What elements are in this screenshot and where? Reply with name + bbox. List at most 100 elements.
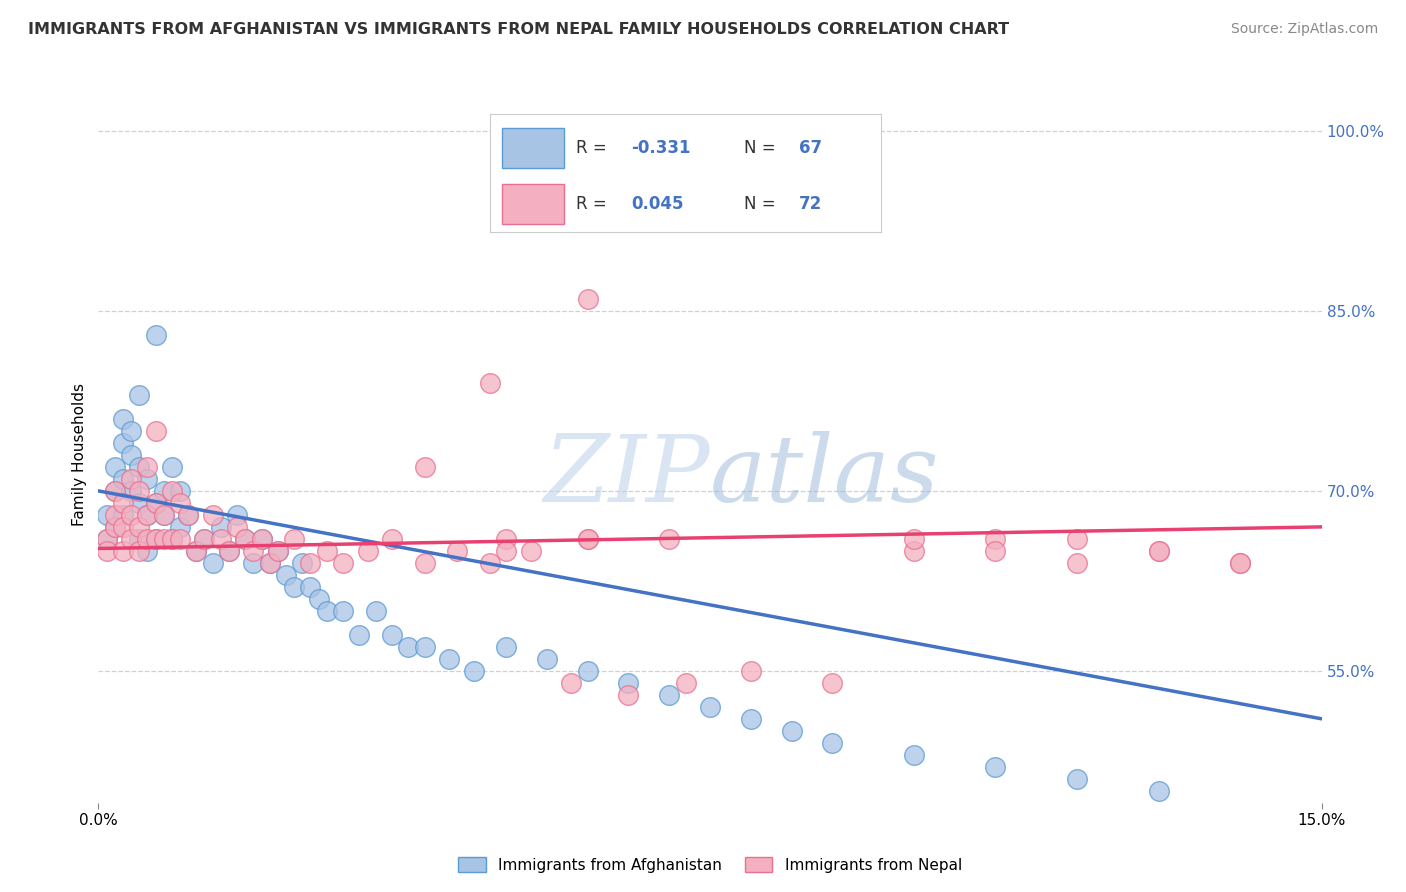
Point <box>364 604 387 618</box>
Point <box>259 556 281 570</box>
Point <box>111 412 134 426</box>
Point <box>96 532 118 546</box>
Point <box>1147 784 1170 798</box>
Point <box>226 508 249 522</box>
Point <box>356 544 378 558</box>
Point <box>111 496 134 510</box>
Point <box>381 628 404 642</box>
Point <box>283 580 305 594</box>
Point <box>242 544 264 558</box>
Point <box>446 544 468 558</box>
Point <box>1229 556 1251 570</box>
Point <box>218 544 240 558</box>
Point <box>120 448 142 462</box>
Point <box>984 532 1007 546</box>
Point <box>291 556 314 570</box>
Point <box>463 664 485 678</box>
Point <box>209 520 232 534</box>
Point <box>780 723 803 738</box>
Point <box>1229 556 1251 570</box>
Point <box>169 532 191 546</box>
Point <box>120 532 142 546</box>
Point <box>145 532 167 546</box>
Point <box>478 556 501 570</box>
Point <box>104 483 127 498</box>
Point <box>267 544 290 558</box>
Point <box>315 544 337 558</box>
Point <box>193 532 215 546</box>
Point <box>136 508 159 522</box>
Point <box>177 508 200 522</box>
Point <box>1066 556 1088 570</box>
Point <box>283 532 305 546</box>
Point <box>145 424 167 438</box>
Point <box>96 544 118 558</box>
Point <box>617 688 640 702</box>
Point <box>120 483 142 498</box>
Point <box>186 544 208 558</box>
Point <box>96 532 118 546</box>
Point <box>104 508 127 522</box>
Point <box>349 628 371 642</box>
Point <box>160 532 183 546</box>
Point <box>111 436 134 450</box>
Point <box>128 544 150 558</box>
Point <box>699 699 721 714</box>
Point <box>308 591 330 606</box>
Point <box>128 532 150 546</box>
Point <box>478 376 501 390</box>
Point <box>136 472 159 486</box>
Legend: Immigrants from Afghanistan, Immigrants from Nepal: Immigrants from Afghanistan, Immigrants … <box>453 850 967 879</box>
Point <box>903 544 925 558</box>
Point <box>315 604 337 618</box>
Point <box>250 532 273 546</box>
Point <box>218 544 240 558</box>
Point <box>186 544 208 558</box>
Point <box>160 483 183 498</box>
Point <box>675 676 697 690</box>
Point <box>145 496 167 510</box>
Text: ZIP: ZIP <box>543 431 710 521</box>
Point <box>128 520 150 534</box>
Point <box>381 532 404 546</box>
Point <box>160 459 183 474</box>
Point <box>111 544 134 558</box>
Point <box>536 652 558 666</box>
Point <box>96 508 118 522</box>
Point <box>1147 544 1170 558</box>
Point <box>226 520 249 534</box>
Point <box>152 483 174 498</box>
Point <box>136 459 159 474</box>
Point <box>299 580 322 594</box>
Y-axis label: Family Households: Family Households <box>72 384 87 526</box>
Point <box>145 532 167 546</box>
Point <box>136 508 159 522</box>
Point <box>740 712 762 726</box>
Point <box>169 496 191 510</box>
Point <box>903 747 925 762</box>
Point <box>984 760 1007 774</box>
Point <box>495 532 517 546</box>
Point <box>111 520 134 534</box>
Point <box>1147 544 1170 558</box>
Point <box>576 664 599 678</box>
Point <box>1066 532 1088 546</box>
Point <box>145 328 167 343</box>
Point <box>250 532 273 546</box>
Point <box>152 532 174 546</box>
Point <box>128 483 150 498</box>
Point <box>233 532 256 546</box>
Point <box>136 532 159 546</box>
Point <box>128 388 150 402</box>
Point <box>136 544 159 558</box>
Text: Source: ZipAtlas.com: Source: ZipAtlas.com <box>1230 22 1378 37</box>
Point <box>209 532 232 546</box>
Point <box>120 424 142 438</box>
Point <box>104 459 127 474</box>
Point <box>233 532 256 546</box>
Point <box>821 676 844 690</box>
Point <box>177 508 200 522</box>
Point <box>259 556 281 570</box>
Point <box>658 532 681 546</box>
Point <box>332 604 354 618</box>
